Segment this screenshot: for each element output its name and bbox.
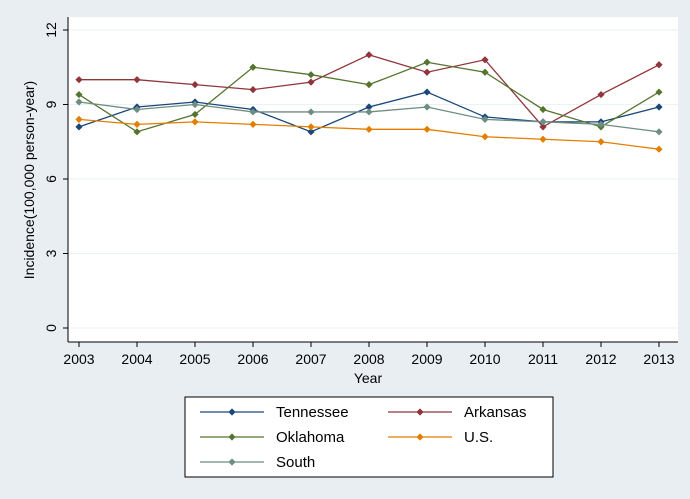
legend-label: South	[276, 454, 315, 471]
data-point-south	[539, 118, 547, 126]
data-point-tennessee	[655, 103, 663, 111]
x-tick-label: 2003	[63, 351, 94, 367]
y-tick-label: 0	[43, 324, 59, 332]
legend-label: Tennessee	[276, 404, 349, 421]
data-point-oklahoma	[655, 88, 663, 96]
legend-item-arkansas: Arkansas	[388, 404, 527, 421]
data-point-arkansas	[655, 61, 663, 69]
legend-item-tennessee: Tennessee	[200, 404, 349, 421]
x-tick-label: 2010	[469, 351, 500, 367]
y-tick-label: 3	[43, 249, 59, 257]
data-point-south	[365, 108, 373, 116]
legend-swatch-marker	[228, 433, 236, 441]
data-point-arkansas	[249, 86, 257, 94]
data-point-south	[75, 98, 83, 106]
data-point-u-s	[249, 120, 257, 128]
data-point-u-s	[539, 135, 547, 143]
series-u-s	[75, 115, 663, 153]
y-tick-label: 6	[43, 175, 59, 183]
data-point-arkansas	[307, 78, 315, 86]
legend-swatch-marker	[416, 433, 424, 441]
data-point-arkansas	[191, 81, 199, 89]
data-point-south	[133, 105, 141, 114]
data-point-tennessee	[75, 123, 83, 131]
data-point-arkansas	[133, 76, 141, 84]
data-point-oklahoma	[481, 68, 489, 76]
y-tick-label: 9	[43, 100, 59, 108]
series-lines	[75, 51, 663, 153]
data-point-south	[423, 103, 431, 111]
data-point-tennessee	[307, 128, 315, 136]
series-south	[75, 98, 663, 136]
data-point-u-s	[365, 125, 373, 133]
data-point-arkansas	[75, 76, 83, 84]
data-point-tennessee	[423, 88, 431, 96]
axes: 0 3 6 9 12 2003 2004 2005 2006 2007 2008 2009 2010 20…	[43, 17, 678, 367]
x-tick-label: 2011	[528, 351, 558, 367]
data-point-oklahoma	[307, 71, 315, 79]
data-point-arkansas	[365, 51, 373, 59]
legend-label: U.S.	[464, 429, 493, 446]
data-point-oklahoma	[423, 58, 431, 66]
data-point-oklahoma	[249, 63, 257, 71]
data-point-south	[481, 115, 489, 123]
legend-swatch-marker	[228, 458, 236, 466]
legend-item-oklahoma: Oklahoma	[200, 429, 345, 446]
legend-swatch-marker	[416, 408, 424, 416]
data-point-u-s	[481, 133, 489, 141]
data-point-oklahoma	[191, 110, 199, 119]
legend: Tennessee Arkansas Oklahoma U.S. South	[184, 396, 554, 478]
x-tick-label: 2009	[411, 351, 442, 367]
data-point-tennessee	[365, 103, 373, 111]
data-point-u-s	[307, 123, 315, 131]
x-tick-label: 2004	[121, 351, 152, 367]
y-axis-title: Incidence(100,000 person-year)	[21, 81, 37, 279]
legend-label: Oklahoma	[276, 429, 345, 446]
data-point-arkansas	[423, 68, 431, 76]
data-point-u-s	[423, 125, 431, 133]
data-point-oklahoma	[75, 90, 83, 99]
data-point-south	[597, 120, 605, 128]
x-tick-label: 2006	[237, 351, 268, 367]
data-point-oklahoma	[365, 81, 373, 89]
data-point-u-s	[191, 118, 199, 126]
legend-item-south: South	[200, 454, 315, 471]
data-point-south	[249, 108, 257, 116]
y-tick-label: 12	[43, 22, 59, 38]
legend-swatch-marker	[228, 408, 236, 416]
data-point-oklahoma	[133, 128, 141, 136]
x-tick-label: 2012	[585, 351, 616, 367]
data-point-u-s	[597, 138, 605, 146]
x-tick-label: 2013	[643, 351, 674, 367]
x-tick-label: 2007	[295, 351, 326, 367]
data-point-arkansas	[481, 56, 489, 64]
data-point-oklahoma	[539, 105, 547, 114]
data-point-u-s	[133, 120, 141, 128]
data-point-arkansas	[539, 123, 547, 131]
data-point-u-s	[655, 145, 663, 153]
data-point-south	[307, 108, 315, 116]
data-point-arkansas	[597, 90, 605, 99]
x-tick-label: 2008	[353, 351, 384, 367]
x-tick-label: 2005	[179, 351, 210, 367]
data-point-south	[655, 128, 663, 136]
data-point-u-s	[75, 115, 83, 123]
x-axis-title: Year	[354, 370, 383, 386]
legend-label: Arkansas	[464, 404, 527, 421]
legend-item-u-s: U.S.	[388, 429, 493, 446]
data-point-south	[191, 100, 199, 109]
series-arkansas	[75, 51, 663, 131]
